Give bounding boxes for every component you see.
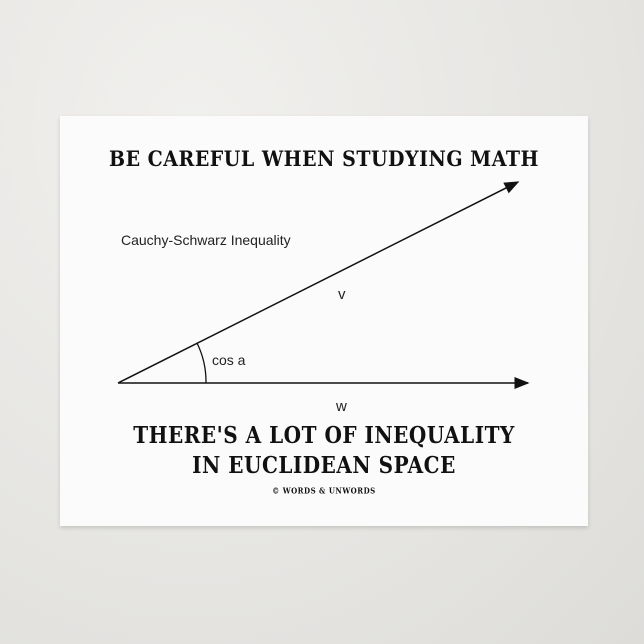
copyright: © WORDS & UNWORDS bbox=[272, 485, 376, 496]
vector-v-arrow bbox=[117, 181, 520, 384]
postcard: BE CAREFUL WHEN STUDYING MATH Cauchy-Sch… bbox=[60, 116, 588, 526]
subtitle: Cauchy-Schwarz Inequality bbox=[121, 232, 291, 248]
vector-v-label: v bbox=[338, 286, 346, 303]
bottom-line-2: IN EUCLIDEAN SPACE bbox=[192, 451, 456, 479]
headline: BE CAREFUL WHEN STUDYING MATH bbox=[109, 146, 539, 172]
vector-w-label: w bbox=[336, 398, 347, 415]
vector-diagram bbox=[117, 181, 530, 389]
bottom-line-1: THERE'S A LOT OF INEQUALITY bbox=[133, 421, 515, 449]
angle-label: cos a bbox=[212, 352, 246, 368]
angle-arc bbox=[196, 342, 207, 384]
